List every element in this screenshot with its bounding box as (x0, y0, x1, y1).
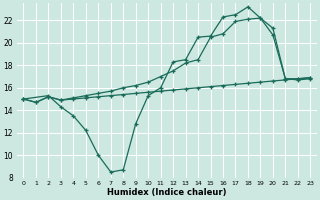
X-axis label: Humidex (Indice chaleur): Humidex (Indice chaleur) (107, 188, 227, 197)
